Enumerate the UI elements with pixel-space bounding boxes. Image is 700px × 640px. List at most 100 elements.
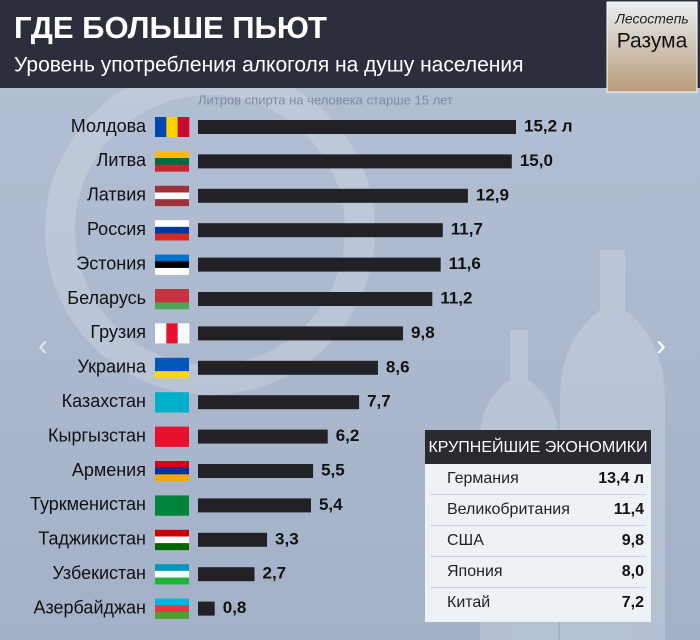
- bar: [198, 601, 215, 616]
- flag: [155, 192, 189, 200]
- next-arrow[interactable]: ›: [656, 329, 666, 362]
- logo-text: Разума: [617, 30, 688, 53]
- flag: [155, 220, 189, 228]
- flag: [155, 323, 167, 344]
- flag: [155, 185, 189, 193]
- flag: [155, 605, 189, 613]
- category-label: Грузия: [90, 322, 146, 342]
- flag: [155, 226, 189, 234]
- category-label: Казахстан: [62, 391, 146, 411]
- flag: [155, 151, 189, 159]
- flag: [166, 323, 178, 344]
- category-label: Украина: [77, 357, 147, 377]
- category-label: Азербайджан: [33, 597, 146, 617]
- category-label: Таджикистан: [38, 529, 146, 549]
- value-label: 12,9: [476, 185, 509, 204]
- inset-label: США: [447, 532, 484, 549]
- flag: [155, 495, 189, 503]
- inset-value: 9,8: [622, 532, 644, 549]
- bar: [198, 292, 433, 306]
- value-label: 6,2: [336, 426, 360, 445]
- inset-label: Япония: [447, 563, 503, 580]
- subtitle: Уровень употребления алкоголя на душу на…: [14, 54, 523, 77]
- category-label: Латвия: [87, 185, 146, 205]
- flag: [155, 467, 189, 475]
- value-label: 9,8: [411, 323, 435, 342]
- category-label: Кыргызстан: [48, 425, 146, 445]
- flag: [155, 577, 189, 585]
- category-label: Эстония: [76, 253, 146, 273]
- flag: [155, 357, 189, 365]
- flag: [155, 433, 189, 441]
- bar: [198, 429, 328, 444]
- value-label: 15,0: [520, 151, 553, 170]
- flag: [155, 426, 189, 434]
- inset-header: [425, 430, 651, 464]
- header-band: [0, 0, 700, 88]
- flag: [155, 564, 189, 572]
- value-label: 5,5: [321, 460, 345, 479]
- flag: [155, 289, 189, 296]
- value-label: 0,8: [223, 598, 247, 617]
- category-label: Беларусь: [67, 288, 146, 308]
- inset-value: 8,0: [622, 563, 644, 580]
- value-label: 11,7: [451, 220, 483, 239]
- bar: [198, 223, 443, 238]
- flag: [155, 398, 189, 406]
- flag: [155, 164, 189, 172]
- flag: [155, 405, 189, 413]
- flag: [155, 474, 189, 482]
- flag: [155, 199, 189, 207]
- flag: [155, 543, 189, 551]
- flag: [155, 158, 189, 166]
- flag: [155, 439, 189, 447]
- flag: [155, 392, 189, 400]
- category-label: Армения: [72, 460, 146, 480]
- bar: [198, 154, 512, 169]
- value-label: 8,6: [386, 357, 410, 376]
- bar: [198, 120, 516, 134]
- flag: [155, 117, 167, 137]
- bar: [198, 532, 268, 547]
- inset-value: 13,4 л: [598, 470, 644, 487]
- flag: [155, 267, 189, 275]
- bar: [198, 188, 468, 203]
- flag: [155, 502, 189, 510]
- flag: [177, 323, 190, 344]
- inset-value: 7,2: [622, 594, 644, 611]
- logo: [606, 1, 698, 93]
- bar: [198, 360, 378, 375]
- bar: [198, 498, 311, 513]
- flag: [155, 508, 189, 516]
- flag: [155, 295, 189, 303]
- flag: [155, 302, 189, 310]
- category-label: Литва: [97, 150, 147, 170]
- inset-value: 11,4: [614, 501, 644, 518]
- flag: [155, 364, 189, 372]
- flag: [166, 117, 178, 137]
- inset-label: Германия: [447, 470, 519, 487]
- value-label: 11,6: [449, 254, 481, 273]
- category-label: Туркменистан: [30, 494, 146, 514]
- category-label: Россия: [87, 219, 146, 239]
- category-label: Узбекистан: [52, 563, 146, 583]
- inset-label: Великобритания: [447, 501, 570, 518]
- bar: [198, 326, 404, 341]
- flag: [155, 570, 189, 578]
- value-label: 2,7: [262, 564, 286, 583]
- value-label: 15,2 л: [524, 116, 573, 135]
- flag: [155, 371, 189, 379]
- value-label: 7,7: [367, 392, 391, 411]
- logo-text: Лесостепь: [614, 11, 689, 27]
- bar: [198, 567, 255, 582]
- flag: [155, 461, 189, 468]
- title: ГДЕ БОЛЬШЕ ПЬЮТ: [14, 10, 327, 45]
- inset-label: Китай: [447, 594, 490, 611]
- bar: [198, 257, 441, 272]
- prev-arrow[interactable]: ‹: [38, 329, 48, 362]
- flag: [155, 536, 189, 544]
- flag: [155, 611, 189, 619]
- flag: [177, 117, 190, 137]
- bar: [198, 464, 314, 478]
